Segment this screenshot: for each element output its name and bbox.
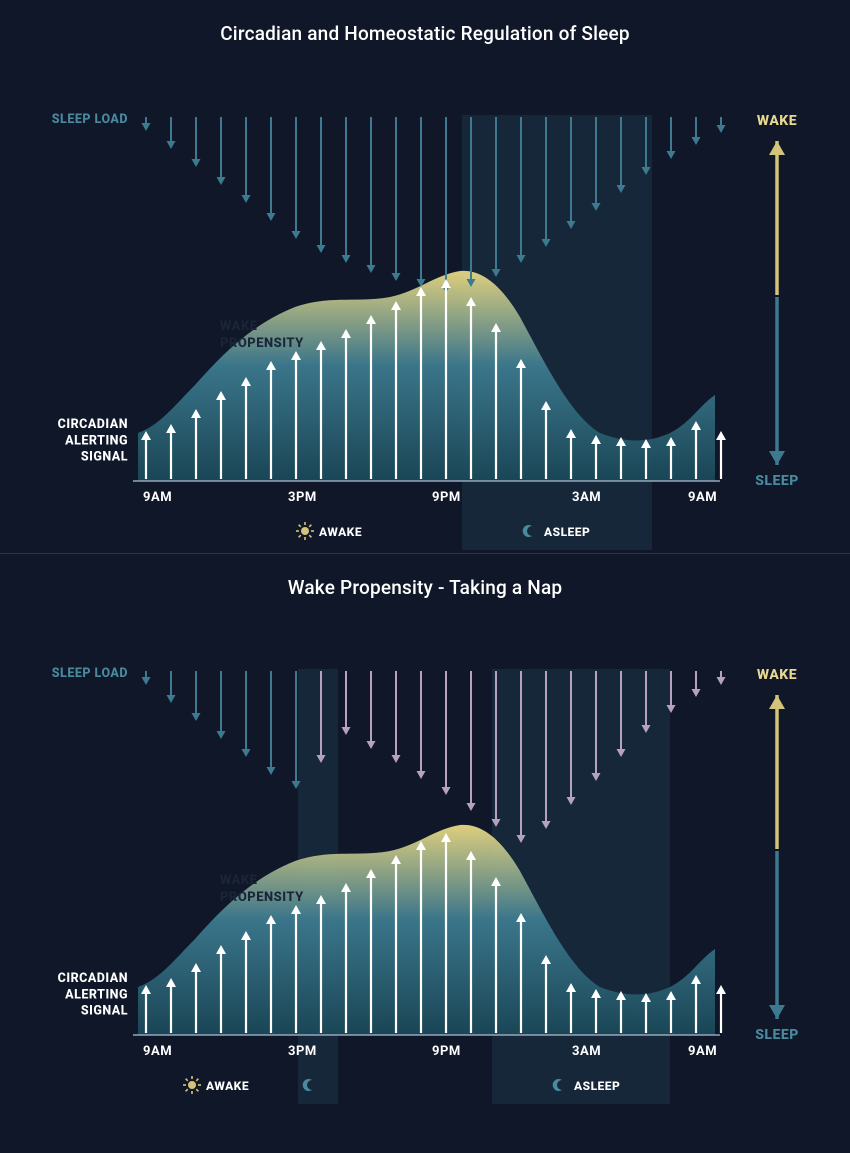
svg-text:CIRCADIANALERTINGSIGNAL: CIRCADIANALERTINGSIGNAL [58, 417, 128, 465]
svg-text:3PM: 3PM [288, 490, 317, 505]
svg-text:9AM: 9AM [143, 1044, 172, 1059]
svg-text:3PM: 3PM [288, 1044, 317, 1059]
svg-text:9AM: 9AM [688, 490, 717, 505]
panel-title: Wake Propensity - Taking a Nap [0, 554, 850, 599]
panel-bottom: Wake Propensity - Taking a Nap 9AM 3PM 9PM… [0, 554, 850, 1108]
svg-text:9PM: 9PM [432, 1044, 461, 1059]
svg-text:WAKE: WAKE [757, 113, 797, 129]
svg-text:9AM: 9AM [143, 490, 172, 505]
svg-text:3AM: 3AM [572, 490, 601, 505]
svg-text:9AM: 9AM [688, 1044, 717, 1059]
panel-top: Circadian and Homeostatic Regulation of … [0, 0, 850, 554]
svg-text:SLEEP: SLEEP [755, 1027, 799, 1043]
svg-text:AWAKE: AWAKE [206, 1079, 249, 1093]
svg-text:ASLEEP: ASLEEP [544, 525, 590, 539]
svg-text:ASLEEP: ASLEEP [574, 1079, 620, 1093]
svg-text:CIRCADIANALERTINGSIGNAL: CIRCADIANALERTINGSIGNAL [58, 971, 128, 1019]
svg-text:9PM: 9PM [432, 490, 461, 505]
svg-text:SLEEP LOAD: SLEEP LOAD [52, 112, 128, 127]
svg-text:SLEEP LOAD: SLEEP LOAD [52, 666, 128, 681]
panel-title: Circadian and Homeostatic Regulation of … [0, 0, 850, 45]
chart-svg-top: 9AM 3PM 9PM 3AM 9AM SLEEP LOAD CIRCADIANALERTI… [0, 45, 850, 599]
svg-text:AWAKE: AWAKE [319, 525, 362, 539]
svg-text:WAKE: WAKE [757, 667, 797, 683]
chart-svg-bottom: 9AM 3PM 9PM 3AM 9AM SLEEP LOAD CIRCADIANALERTI… [0, 599, 850, 1153]
svg-text:3AM: 3AM [572, 1044, 601, 1059]
svg-text:SLEEP: SLEEP [755, 473, 799, 489]
